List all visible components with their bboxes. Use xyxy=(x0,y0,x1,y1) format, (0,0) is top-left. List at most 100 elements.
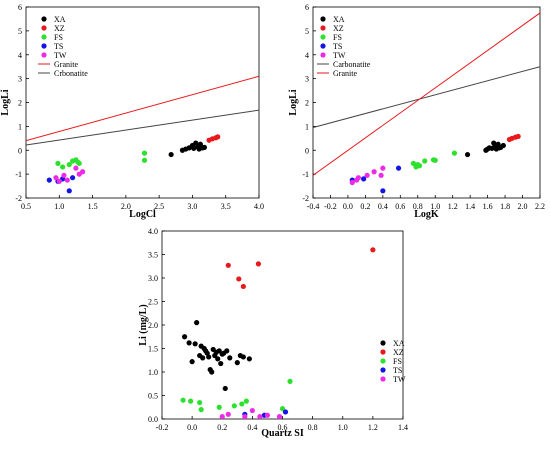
legend-marker-xz xyxy=(320,25,326,31)
x-tick-label: -0.4 xyxy=(307,202,320,211)
point-tw xyxy=(225,411,231,417)
x-tick-label: 1.0 xyxy=(54,202,64,211)
point-fs xyxy=(239,401,245,407)
point-xa xyxy=(181,334,188,340)
point-ts xyxy=(66,188,72,194)
reference-line-granite xyxy=(26,75,259,142)
point-xa xyxy=(215,356,221,362)
point-fs xyxy=(60,164,66,170)
point-xa xyxy=(192,341,198,347)
point-xa xyxy=(201,144,208,150)
x-tick-label: 4.0 xyxy=(254,202,264,211)
legend-label-fs: FS xyxy=(333,33,342,42)
x-tick-label: 0.4 xyxy=(247,423,257,432)
x-tick-label: 1.0 xyxy=(338,423,348,432)
y-tick-label: 1.0 xyxy=(148,368,158,377)
chart-logk: -0.4 -0.2 0.0 0.2 0.4 0.6 0.8 1.0 1.2 1.4 1.6 1.8 2.… xyxy=(288,3,545,220)
point-tw xyxy=(242,414,248,419)
point-fs xyxy=(198,407,204,413)
x-tick-label: 2.2 xyxy=(535,202,545,211)
point-tw xyxy=(219,414,225,419)
point-fs xyxy=(422,158,428,164)
point-fs xyxy=(216,404,222,410)
legend-marker-ts xyxy=(320,43,326,49)
x-tick-label: 2.0 xyxy=(121,202,131,211)
x-tick-label: 0.2 xyxy=(360,202,370,211)
point-fs xyxy=(451,150,458,156)
y-tick-label: 2 xyxy=(18,99,22,108)
point-fs xyxy=(197,399,203,406)
legend-label-granite: Granite xyxy=(333,69,357,78)
point-tw xyxy=(364,172,370,178)
reference-line-granite xyxy=(313,12,540,176)
y-tick-label: 2.5 xyxy=(148,298,158,307)
legend-label-xz: XZ xyxy=(393,348,404,357)
legend-marker-fs xyxy=(380,358,386,364)
point-fs xyxy=(76,160,82,166)
x-axis-label: Quartz SI xyxy=(261,428,304,439)
point-tw xyxy=(355,175,361,181)
y-tick-label: 3.0 xyxy=(148,274,158,283)
point-tw xyxy=(249,407,255,414)
y-tick-label: 6 xyxy=(305,3,309,12)
point-ts xyxy=(395,165,402,171)
point-fs xyxy=(432,157,438,163)
legend-label-tw: TW xyxy=(54,51,67,60)
legend-marker-xa xyxy=(320,16,326,22)
point-xa xyxy=(189,359,195,365)
x-axis-label: LogK xyxy=(414,209,439,220)
point-xa xyxy=(500,142,506,149)
y-tick-label: 2.0 xyxy=(148,321,158,330)
point-tw xyxy=(64,177,70,183)
point-xa xyxy=(240,354,246,360)
x-tick-label: 0.6 xyxy=(278,423,288,432)
point-xz xyxy=(225,262,231,268)
legend-marker-ts xyxy=(380,367,386,373)
x-tick-label: -0.2 xyxy=(324,202,337,211)
y-axis-label: LogLi xyxy=(0,89,11,115)
point-tw xyxy=(53,175,59,181)
y-tick-label: 0 xyxy=(18,146,22,155)
legend-label-fs: FS xyxy=(54,33,63,42)
point-fs xyxy=(180,397,186,403)
point-xa xyxy=(216,348,222,354)
point-fs xyxy=(416,163,423,169)
y-tick-label: 3 xyxy=(305,75,309,84)
legend-marker-xz xyxy=(41,25,47,31)
point-tw xyxy=(56,178,62,184)
point-xa xyxy=(234,360,240,366)
point-tw xyxy=(61,172,67,178)
y-tick-label: 3.5 xyxy=(148,251,158,260)
plot-area xyxy=(26,75,259,194)
x-tick-label: 1.4 xyxy=(398,423,408,432)
point-xa xyxy=(222,385,228,392)
y-tick-label: -2 xyxy=(15,194,22,203)
y-tick-label: 4.0 xyxy=(148,227,158,236)
point-xa xyxy=(218,360,224,367)
y-tick-label: 4 xyxy=(305,51,309,60)
x-tick-label: 3.0 xyxy=(187,202,197,211)
point-tw xyxy=(378,172,384,178)
point-xa xyxy=(200,355,206,361)
legend-marker-fs xyxy=(320,34,326,40)
point-tw xyxy=(380,165,386,171)
legend-marker-tw xyxy=(380,376,386,382)
point-fs xyxy=(55,160,61,166)
legend-label-tw: TW xyxy=(333,51,346,60)
x-tick-label: 1.5 xyxy=(88,202,98,211)
legend-marker-tw xyxy=(320,52,326,58)
point-xz xyxy=(370,247,376,253)
point-tw xyxy=(371,169,377,175)
reference-line-crbonatite xyxy=(26,109,259,146)
point-xa xyxy=(191,145,197,151)
point-xa xyxy=(194,320,200,326)
point-fs xyxy=(231,403,237,409)
x-tick-label: 0.8 xyxy=(308,423,318,432)
point-ts xyxy=(282,409,289,415)
x-tick-label: 0.0 xyxy=(187,423,197,432)
y-axis-label: Li (mg/L) xyxy=(138,304,149,345)
x-tick-label: 2.0 xyxy=(518,202,528,211)
x-tick-label: 0.0 xyxy=(343,202,353,211)
legend-marker-fs xyxy=(41,34,47,40)
y-tick-label: 0.0 xyxy=(148,415,158,424)
